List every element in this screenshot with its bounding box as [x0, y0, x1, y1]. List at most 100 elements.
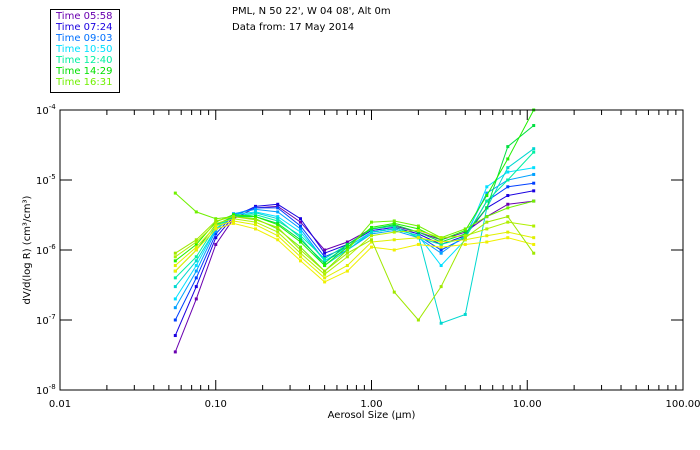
y-tick-label: 10-7	[36, 313, 56, 327]
data-point	[173, 264, 177, 268]
data-point	[370, 234, 373, 238]
series-line-13	[175, 216, 535, 321]
data-point	[298, 234, 302, 238]
data-point	[194, 259, 198, 263]
data-point	[532, 251, 536, 255]
data-point	[323, 259, 327, 263]
data-point	[485, 199, 489, 203]
data-point	[506, 185, 510, 189]
data-point	[370, 230, 373, 234]
data-point	[214, 242, 218, 246]
data-point	[532, 147, 536, 151]
data-point	[506, 206, 510, 210]
legend-item: Time 10:50	[56, 44, 113, 55]
data-point	[276, 219, 280, 223]
data-point	[392, 221, 396, 225]
data-point	[506, 230, 510, 234]
data-point	[416, 224, 420, 228]
data-point	[392, 219, 396, 223]
legend-item: Time 16:31	[56, 77, 113, 88]
data-point	[323, 261, 327, 265]
series-line-12	[174, 222, 534, 283]
data-point	[345, 242, 349, 246]
data-point	[532, 199, 536, 203]
data-point	[254, 213, 258, 217]
data-point	[194, 269, 198, 273]
data-point	[439, 240, 443, 244]
data-point	[370, 232, 373, 236]
data-point	[276, 223, 280, 227]
data-point	[298, 217, 302, 221]
data-point	[370, 228, 373, 232]
data-point	[463, 228, 467, 232]
data-point	[439, 251, 443, 255]
data-point	[194, 240, 198, 244]
data-point	[323, 276, 327, 280]
data-point	[194, 276, 198, 280]
data-point	[214, 232, 218, 236]
data-point	[323, 269, 327, 273]
data-point	[345, 245, 349, 249]
data-point	[323, 272, 327, 276]
data-point	[416, 236, 420, 240]
data-point	[392, 227, 396, 231]
data-point	[439, 321, 443, 325]
data-point	[194, 264, 198, 268]
data-point	[345, 264, 349, 268]
data-point	[298, 224, 302, 228]
data-point	[173, 191, 177, 195]
data-point	[485, 194, 489, 198]
data-point	[416, 228, 420, 232]
data-point	[173, 334, 177, 338]
data-point	[173, 259, 177, 263]
data-point	[506, 215, 510, 219]
y-tick-label: 10-8	[36, 383, 56, 397]
legend-item: Time 09:03	[56, 33, 113, 44]
data-point	[323, 257, 327, 261]
data-point	[298, 245, 302, 249]
legend-item: Time 05:58	[56, 11, 113, 22]
data-point	[485, 220, 489, 224]
data-point	[231, 219, 235, 223]
data-point	[214, 227, 218, 231]
data-point	[214, 217, 218, 221]
data-point	[439, 285, 443, 289]
data-point	[298, 236, 302, 240]
data-point	[345, 255, 349, 259]
data-point	[214, 224, 218, 228]
data-point	[214, 219, 218, 223]
data-point	[173, 255, 177, 259]
data-point	[532, 189, 536, 193]
y-axis-label: dV/d(log R) (cm³/cm³)	[22, 195, 33, 304]
x-tick-label: 0.10	[205, 399, 227, 410]
y-tick-label: 10-6	[36, 243, 56, 257]
y-tick-label: 10-4	[36, 103, 56, 117]
data-point	[231, 217, 235, 221]
legend-item: Time 12:40	[56, 55, 113, 66]
y-tick-label: 10-5	[36, 173, 56, 187]
data-point	[254, 223, 258, 227]
data-point	[392, 228, 396, 232]
data-point	[173, 251, 177, 255]
data-point	[439, 238, 443, 242]
x-tick-label: 1.00	[360, 399, 382, 410]
data-point	[532, 224, 536, 228]
data-point	[254, 227, 258, 231]
data-point	[463, 238, 467, 242]
legend-item: Time 14:29	[56, 66, 113, 77]
data-point	[231, 213, 235, 217]
data-point	[345, 248, 349, 252]
series-line-0	[174, 200, 534, 353]
x-tick-label: 0.01	[49, 399, 71, 410]
data-point	[194, 248, 198, 252]
data-point	[173, 297, 177, 301]
data-point	[506, 166, 510, 170]
data-point	[276, 215, 280, 219]
data-point	[439, 242, 443, 246]
data-point	[194, 285, 198, 289]
data-point	[506, 202, 510, 206]
data-point	[214, 236, 218, 240]
data-point	[370, 240, 373, 244]
data-point	[463, 227, 467, 231]
data-point	[532, 124, 536, 128]
